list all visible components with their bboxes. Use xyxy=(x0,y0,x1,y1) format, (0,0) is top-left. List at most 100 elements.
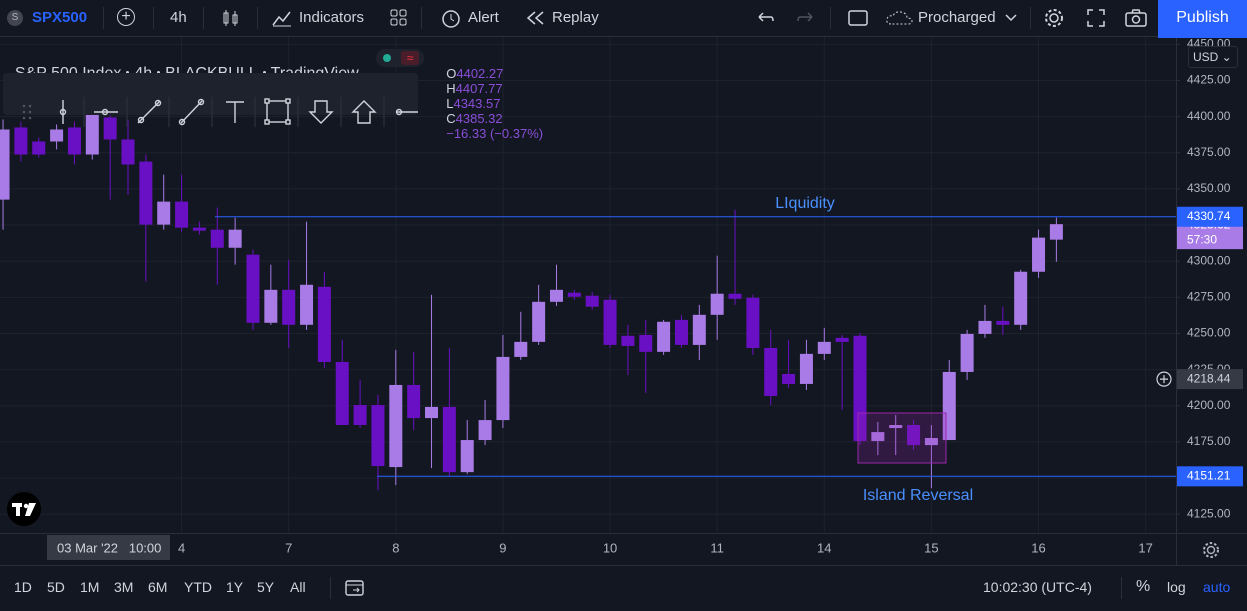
arrow-tool[interactable] xyxy=(137,99,162,124)
candle-body xyxy=(853,335,867,442)
redo-button[interactable] xyxy=(796,9,816,27)
range-button[interactable]: 1M xyxy=(80,579,100,595)
range-button[interactable]: YTD xyxy=(184,579,212,595)
add-alert-icon xyxy=(1156,371,1172,387)
interval[interactable]: 4h xyxy=(170,9,187,26)
candle-body xyxy=(67,127,81,155)
candle-body xyxy=(728,293,742,299)
candle-body xyxy=(210,229,224,248)
time-axis-settings[interactable] xyxy=(1200,539,1222,561)
candle-body xyxy=(549,289,563,302)
currency-selector[interactable]: USD ⌄ xyxy=(1188,46,1238,68)
crosshair-price: 4218.44 xyxy=(1187,371,1231,385)
settings-button[interactable] xyxy=(1043,7,1065,29)
range-button[interactable]: 3M xyxy=(114,579,134,595)
y-tick-label: 4375.00 xyxy=(1187,145,1231,159)
text-tool[interactable] xyxy=(225,101,244,123)
candle-body xyxy=(139,161,153,225)
candle-body xyxy=(121,139,135,165)
candle-body xyxy=(746,297,760,348)
candle-body xyxy=(0,129,10,200)
arrow-up-tool[interactable] xyxy=(351,100,377,124)
clock[interactable]: 10:02:30 (UTC-4) xyxy=(983,579,1092,595)
crosshair-time: 03 Mar '22 10:00 xyxy=(57,540,161,555)
axes: 4125.004150.004175.004200.004225.004250.… xyxy=(178,37,1243,555)
vertical-line-tool[interactable] xyxy=(59,100,67,124)
chart-type-button[interactable] xyxy=(221,8,241,28)
log-toggle[interactable]: log xyxy=(1167,579,1186,595)
candle-body xyxy=(764,347,778,396)
candle-body xyxy=(246,254,260,323)
candle-body xyxy=(460,440,474,473)
line-annotation: Island Reversal xyxy=(863,487,973,504)
market-status[interactable]: ≈ xyxy=(376,49,424,67)
auto-toggle[interactable]: auto xyxy=(1203,579,1231,595)
candle-body xyxy=(978,320,992,334)
replay-button[interactable]: Replay xyxy=(552,9,599,26)
replay-icon[interactable] xyxy=(526,9,546,27)
alert-button[interactable]: Alert xyxy=(468,9,499,26)
separator xyxy=(1030,7,1031,29)
range-button[interactable]: All xyxy=(290,579,306,595)
candle-body xyxy=(389,384,403,468)
candle-body xyxy=(567,292,581,297)
horizontal-line-tool[interactable] xyxy=(395,108,418,116)
percent-toggle[interactable]: % xyxy=(1136,578,1151,595)
publish-button[interactable]: Publish xyxy=(1158,0,1247,38)
layout-button[interactable] xyxy=(847,8,869,28)
alert-icon[interactable] xyxy=(440,7,462,29)
indicators-button[interactable]: Indicators xyxy=(299,9,365,26)
layout-dropdown[interactable] xyxy=(1004,12,1018,24)
line-price: 4151.21 xyxy=(1187,468,1231,482)
candle-body xyxy=(817,341,831,354)
candle-body xyxy=(425,406,439,419)
candle-body xyxy=(50,129,64,142)
trend-line-tool[interactable] xyxy=(178,98,205,126)
x-tick-label: 10 xyxy=(603,540,617,555)
range-button[interactable]: 1Y xyxy=(226,579,244,595)
separator xyxy=(103,7,104,29)
x-tick-label: 14 xyxy=(817,540,831,555)
candle-body xyxy=(300,284,314,325)
drag-handle[interactable] xyxy=(22,104,32,120)
symbol[interactable]: SPX500 xyxy=(32,9,88,26)
y-tick-label: 4275.00 xyxy=(1187,290,1231,304)
candle-body xyxy=(478,420,492,441)
horizontal-ray-tool[interactable] xyxy=(93,108,118,116)
range-button[interactable]: 1D xyxy=(14,579,32,595)
symbol-badge: S xyxy=(7,10,23,26)
candles xyxy=(0,99,1063,491)
compare-button[interactable]: + xyxy=(117,8,135,26)
snapshot-button[interactable] xyxy=(1124,7,1148,29)
templates-button[interactable] xyxy=(389,8,409,28)
x-tick-label: 9 xyxy=(499,540,506,555)
arrow-down-tool[interactable] xyxy=(308,100,334,124)
fullscreen-button[interactable] xyxy=(1086,8,1106,28)
candle-body xyxy=(1014,271,1028,325)
add-alert-button[interactable] xyxy=(1156,371,1172,387)
open-label: O xyxy=(446,66,457,81)
y-tick-label: 4175.00 xyxy=(1187,434,1231,448)
candle-body xyxy=(496,356,510,421)
candle-body xyxy=(282,289,296,325)
low-value: 4343.57 xyxy=(453,96,501,111)
candle-body xyxy=(907,425,921,446)
range-button[interactable]: 6M xyxy=(148,579,168,595)
candle-body xyxy=(674,319,688,345)
rectangle-tool[interactable] xyxy=(264,98,291,125)
candle-body xyxy=(657,321,671,352)
separator xyxy=(1121,577,1122,599)
y-tick-label: 4300.00 xyxy=(1187,253,1231,267)
range-button[interactable]: 5D xyxy=(47,579,65,595)
separator xyxy=(203,7,204,29)
undo-button[interactable] xyxy=(755,9,775,27)
candle-body xyxy=(442,406,456,473)
goto-date-button[interactable] xyxy=(344,577,366,597)
y-tick-label: 4425.00 xyxy=(1187,73,1231,87)
layout-name[interactable]: Procharged xyxy=(918,9,996,26)
range-button[interactable]: 5Y xyxy=(257,579,275,595)
candle-body xyxy=(799,353,813,384)
candle-body xyxy=(103,117,117,140)
indicators-icon[interactable] xyxy=(271,8,293,28)
cloud-icon[interactable] xyxy=(885,8,915,28)
